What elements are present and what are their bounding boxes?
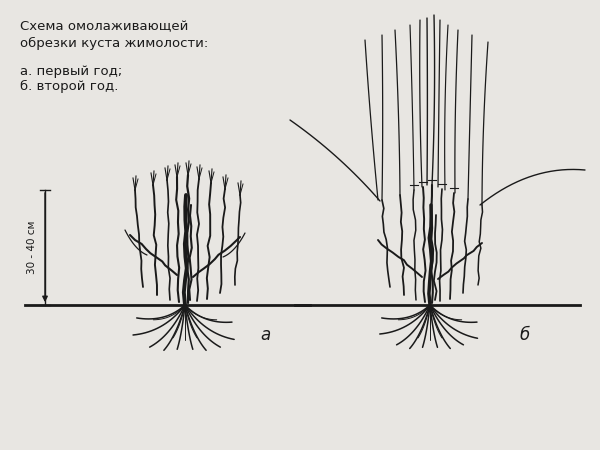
- Text: обрезки куста жимолости:: обрезки куста жимолости:: [20, 37, 208, 50]
- Text: б. второй год.: б. второй год.: [20, 80, 118, 93]
- Text: б: б: [520, 326, 530, 344]
- Text: а: а: [260, 326, 270, 344]
- Text: 30 - 40 см: 30 - 40 см: [27, 221, 37, 274]
- Text: а. первый год;: а. первый год;: [20, 65, 122, 78]
- Text: Схема омолаживающей: Схема омолаживающей: [20, 20, 188, 33]
